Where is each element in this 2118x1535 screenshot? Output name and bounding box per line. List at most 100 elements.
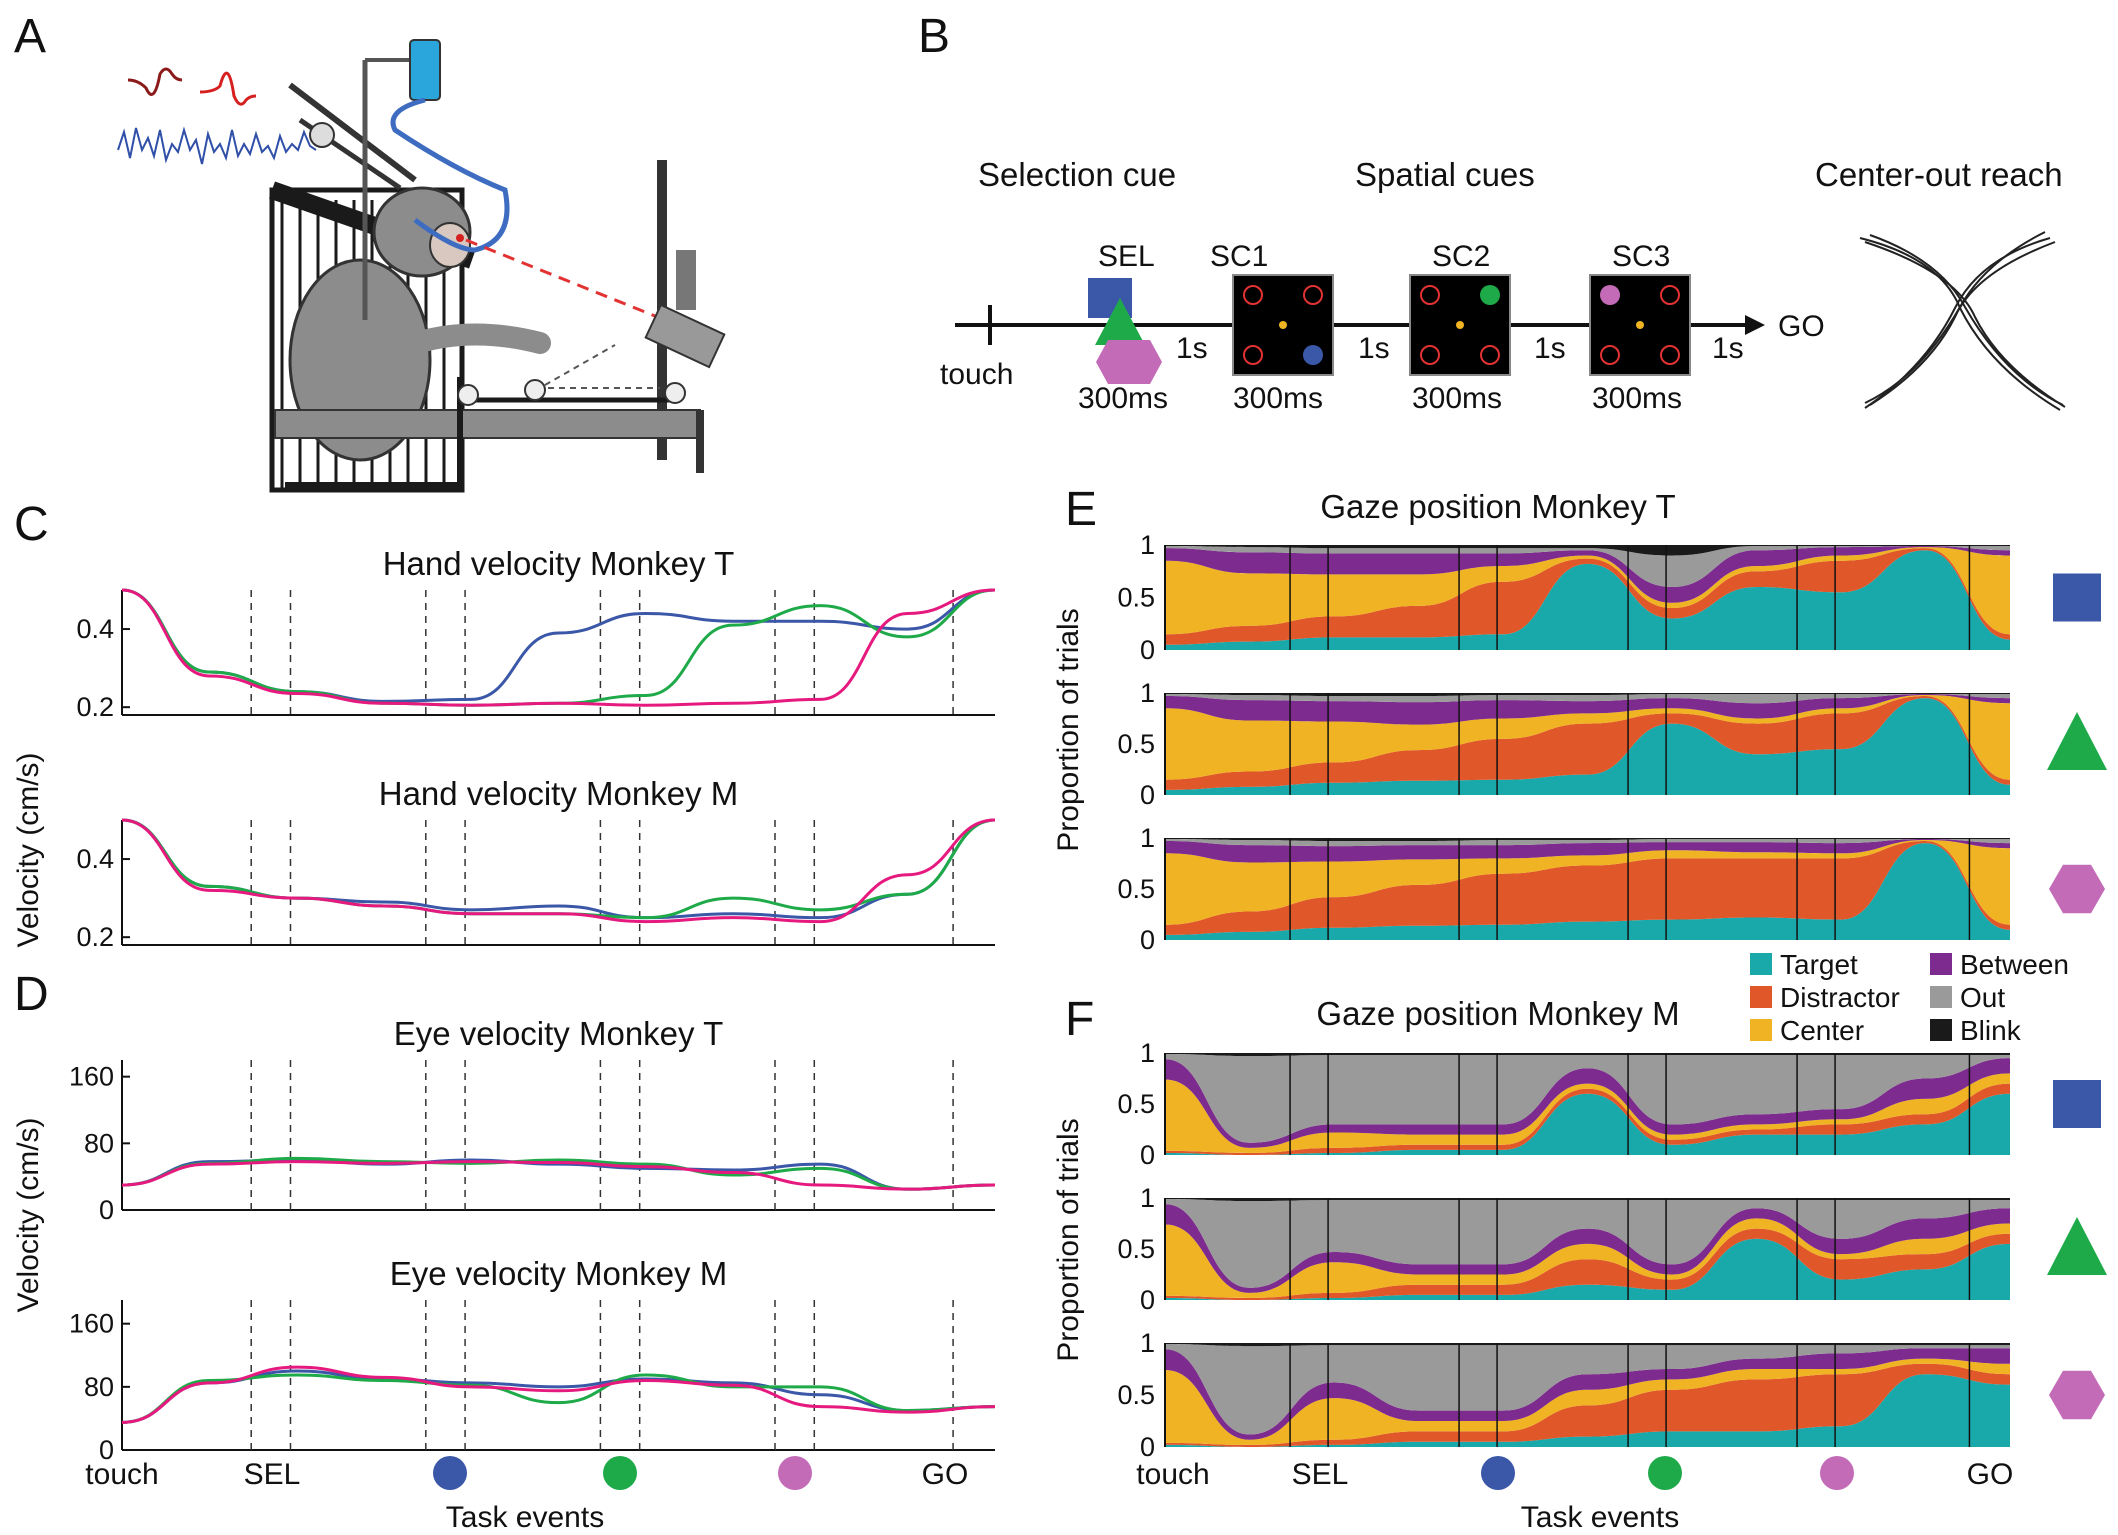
gaze-F2-area-center — [1165, 1218, 2010, 1298]
monkey-rig-illustration — [117, 39, 726, 493]
gaze-F3-ytick-label: 0.5 — [1117, 1380, 1155, 1410]
legend-center: Center — [1780, 1015, 1864, 1046]
gaze-F2-ytick-label: 1 — [1140, 1183, 1155, 1213]
gaze-E1-square-cue — [2053, 573, 2101, 622]
left-sel-label: SEL — [244, 1458, 301, 1491]
gaze-E2-area-blink — [1165, 693, 2010, 697]
eye-T-chart: Eye velocity Monkey T 0 80 160 — [69, 1015, 996, 1225]
left-task-events: Task events — [446, 1501, 604, 1534]
gaze-E3-hexagon-cue — [2049, 864, 2105, 914]
eye-M-ytick-label: 160 — [69, 1309, 114, 1339]
delay-1: 1s — [1176, 332, 1208, 365]
gaze-F1-area-out — [1165, 1054, 2010, 1143]
gaze-E1-area-between — [1165, 546, 2010, 603]
gaze-E3-ytick-label: 0.5 — [1117, 874, 1155, 904]
cue-marker-left-3 — [778, 1456, 812, 1490]
gaze-panel-E1: 00.51 — [1117, 530, 2101, 665]
legend-distractor: Distractor — [1780, 982, 1900, 1013]
cue-marker-right-3 — [1820, 1456, 1854, 1490]
gaze-F2-area-target — [1165, 1238, 2010, 1300]
hand-T-series-green — [121, 588, 996, 707]
cue-marker-right-2 — [1648, 1456, 1682, 1490]
gaze-F3-hexagon-cue — [2049, 1370, 2105, 1420]
gaze-F3-ytick-label: 1 — [1140, 1328, 1155, 1358]
panel-letter-f: F — [1065, 993, 1094, 1046]
gaze-F1-ytick-label: 0.5 — [1117, 1089, 1155, 1119]
eye-M-ytick-label: 0 — [99, 1435, 114, 1465]
gaze-F2-area-between — [1165, 1204, 2010, 1293]
eye-T-ytick-label: 80 — [84, 1128, 114, 1158]
sc1-screen: SC1 — [1210, 240, 1334, 376]
gaze-F3-area-out — [1165, 1344, 2010, 1435]
gaze-E1-ytick-label: 0.5 — [1117, 583, 1155, 613]
svg-text:SC3: SC3 — [1612, 240, 1670, 273]
timeline-go: GO — [1778, 310, 1825, 343]
hand-M-ytick-label: 0.2 — [76, 922, 114, 952]
gaze-E3-area-out — [1165, 839, 2010, 847]
spatial-cues-heading: Spatial cues — [1355, 156, 1535, 193]
eye-T-series-magenta — [121, 1160, 996, 1191]
center-out-heading: Center-out reach — [1815, 156, 2063, 193]
panel-d-ylabel: Velocity (cm/s) — [12, 1117, 45, 1312]
gaze-F3-ytick-label: 0 — [1140, 1432, 1155, 1462]
gaze-F2-area-out — [1165, 1199, 2010, 1288]
sel-label: SEL — [1098, 240, 1155, 273]
eye-M-title: Eye velocity Monkey M — [390, 1255, 727, 1292]
gaze-panel-F2: 00.51 — [1117, 1183, 2107, 1315]
gaze-F3-area-between — [1165, 1348, 2010, 1440]
gaze-E2-area-center — [1165, 695, 2010, 780]
hand-M-title: Hand velocity Monkey M — [379, 775, 738, 812]
gaze-F3-area-target — [1165, 1374, 2010, 1447]
gaze-F1-ytick-label: 1 — [1140, 1038, 1155, 1068]
panel-letter-c: C — [14, 498, 49, 551]
panel-letter-e: E — [1065, 483, 1097, 536]
gaze-panel-F1: 00.51 — [1117, 1038, 2101, 1170]
gaze-E2-ytick-label: 1 — [1140, 678, 1155, 708]
eye-M-ytick-label: 80 — [84, 1372, 114, 1402]
hand-T-chart: Hand velocity Monkey T 0.2 0.4 — [76, 545, 996, 722]
hand-M-ytick-label: 0.4 — [76, 844, 114, 874]
left-go-label: GO — [922, 1458, 969, 1491]
gaze-E3-area-center — [1165, 840, 2010, 925]
hand-T-series-magenta — [121, 588, 996, 707]
panel-f-title: Gaze position Monkey M — [1316, 995, 1679, 1032]
gaze-E3-ytick-label: 0 — [1140, 925, 1155, 955]
task-timeline: touch GO SEL 300ms 1s SC1 300ms 1s SC2 — [940, 240, 1825, 415]
panel-c-ylabel: Velocity (cm/s) — [12, 752, 45, 947]
gaze-F3-area-blink — [1165, 1343, 2010, 1347]
cue-marker-left-1 — [433, 1456, 467, 1490]
legend-target: Target — [1780, 949, 1858, 980]
gaze-E1-area-blink — [1165, 545, 2010, 556]
gaze-F2-area-distractor — [1165, 1228, 2010, 1300]
gaze-E1-area-center — [1165, 547, 2010, 635]
legend-blink: Blink — [1960, 1015, 2022, 1046]
sc3-duration: 300ms — [1592, 382, 1682, 415]
cue-marker-left-2 — [603, 1456, 637, 1490]
gaze-F2-area-blink — [1165, 1198, 2010, 1202]
hand-M-chart: Hand velocity Monkey M 0.2 0.4 — [76, 775, 996, 952]
panel-e-title: Gaze position Monkey T — [1320, 488, 1675, 525]
gaze-E3-area-target — [1165, 843, 2010, 940]
gaze-E1-area-distractor — [1165, 548, 2010, 645]
gaze-F2-ytick-label: 0.5 — [1117, 1234, 1155, 1264]
gaze-E2-ytick-label: 0.5 — [1117, 729, 1155, 759]
left-touch-label: touch — [85, 1458, 158, 1491]
gaze-F1-area-target — [1165, 1093, 2010, 1155]
eye-T-ytick-label: 160 — [69, 1062, 114, 1092]
gaze-F2-triangle-cue — [2047, 1217, 2107, 1275]
sc3-screen: SC3 — [1589, 240, 1691, 376]
eye-T-title: Eye velocity Monkey T — [394, 1015, 724, 1052]
delay-2: 1s — [1358, 332, 1390, 365]
gaze-panel-E2: 00.51 — [1117, 678, 2107, 810]
gaze-E1-ytick-label: 1 — [1140, 530, 1155, 560]
gaze-F1-ytick-label: 0 — [1140, 1140, 1155, 1170]
sel-duration: 300ms — [1078, 382, 1168, 415]
panel-letter-b: B — [918, 10, 950, 63]
panel-letter-a: A — [14, 10, 46, 63]
hand-T-title: Hand velocity Monkey T — [383, 545, 735, 582]
legend-between: Between — [1960, 949, 2069, 980]
gaze-F3-area-center — [1165, 1358, 2010, 1445]
sc2-screen: SC2 — [1409, 240, 1511, 376]
